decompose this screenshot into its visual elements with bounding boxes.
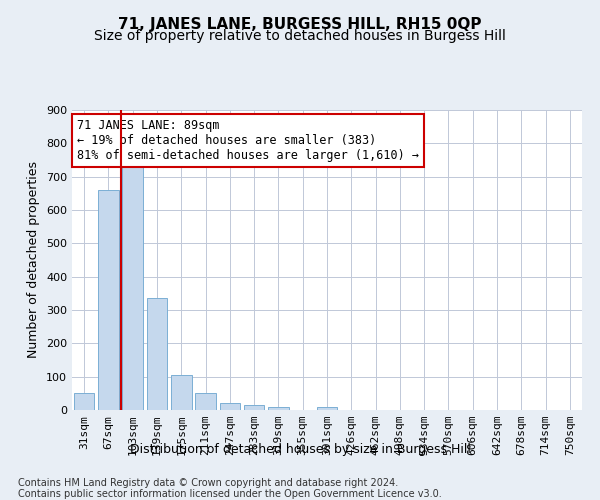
Bar (122, 162, 143, 410)
Bar (195, 394, 216, 410)
Bar (171, 375, 191, 410)
Y-axis label: Number of detached properties: Number of detached properties (28, 162, 40, 358)
Text: Size of property relative to detached houses in Burgess Hill: Size of property relative to detached ho… (94, 29, 506, 43)
Text: Distribution of detached houses by size in Burgess Hill: Distribution of detached houses by size … (130, 442, 470, 456)
Bar (74, 394, 94, 410)
Text: 71, JANES LANE, BURGESS HILL, RH15 0QP: 71, JANES LANE, BURGESS HILL, RH15 0QP (118, 18, 482, 32)
Bar (317, 408, 337, 410)
Text: 71 JANES LANE: 89sqm
← 19% of detached houses are smaller (383)
81% of semi-deta: 71 JANES LANE: 89sqm ← 19% of detached h… (77, 119, 419, 162)
Text: Contains HM Land Registry data © Crown copyright and database right 2024.
Contai: Contains HM Land Registry data © Crown c… (18, 478, 442, 499)
Bar (98, 190, 119, 410)
Bar (268, 406, 289, 410)
Bar (244, 406, 265, 410)
Bar (220, 402, 240, 410)
Bar (146, 298, 167, 410)
